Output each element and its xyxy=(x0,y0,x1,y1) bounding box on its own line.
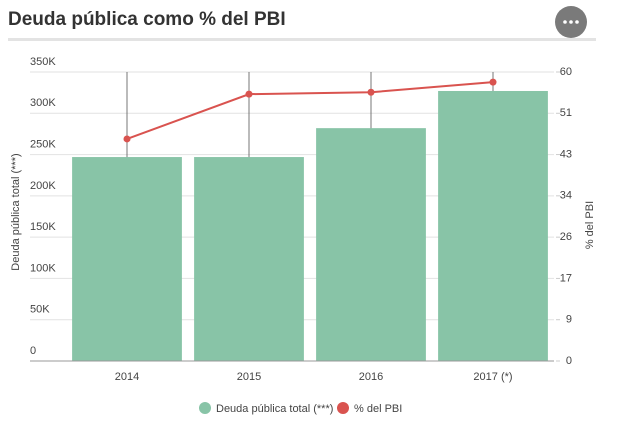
y-tick-label: 300K xyxy=(30,97,56,109)
bar xyxy=(194,157,304,361)
x-tick-label: 2014 xyxy=(115,371,139,383)
y2-axis-label: % del PBI xyxy=(584,201,596,249)
title-underline xyxy=(8,38,596,41)
y-tick-label: 0 xyxy=(30,345,36,357)
x-tick-label: 2015 xyxy=(237,371,261,383)
chart-title: Deuda pública como % del PBI xyxy=(8,9,286,30)
line-point xyxy=(367,88,375,96)
menu-dot xyxy=(575,20,579,24)
legend-marker xyxy=(199,402,211,414)
menu-dot xyxy=(569,20,573,24)
y2-tick-label: 34 xyxy=(560,190,572,202)
y-tick-label: 200K xyxy=(30,180,56,192)
x-tick-label: 2016 xyxy=(359,371,383,383)
y-tick-label: 350K xyxy=(30,56,56,68)
y2-tick-label: 9 xyxy=(566,314,572,326)
line-point xyxy=(489,78,497,86)
y2-tick-label: 0 xyxy=(566,355,572,367)
line-point xyxy=(123,135,131,143)
bar xyxy=(316,128,426,361)
menu-button[interactable] xyxy=(555,6,587,38)
bar xyxy=(438,90,548,362)
line xyxy=(126,81,494,140)
y2-tick-label: 43 xyxy=(560,148,572,160)
y2-tick-label: 60 xyxy=(560,66,572,78)
line-point xyxy=(245,90,253,98)
legend-label: Deuda pública total (***) xyxy=(216,403,333,415)
y-tick-label: 50K xyxy=(30,304,50,316)
legend-label: % del PBI xyxy=(354,403,402,415)
y-axis-label: Deuda pública total (***) xyxy=(10,153,22,270)
menu-dot xyxy=(563,20,567,24)
y2-tick-label: 51 xyxy=(560,107,572,119)
y2-tick-label: 26 xyxy=(560,231,572,243)
y-tick-label: 250K xyxy=(30,138,56,150)
x-tick-label: 2017 (*) xyxy=(473,371,512,383)
y-tick-label: 150K xyxy=(30,221,56,233)
y-tick-label: 100K xyxy=(30,262,56,274)
y2-tick-label: 17 xyxy=(560,272,572,284)
legend-marker xyxy=(337,402,349,414)
bar xyxy=(72,157,182,361)
